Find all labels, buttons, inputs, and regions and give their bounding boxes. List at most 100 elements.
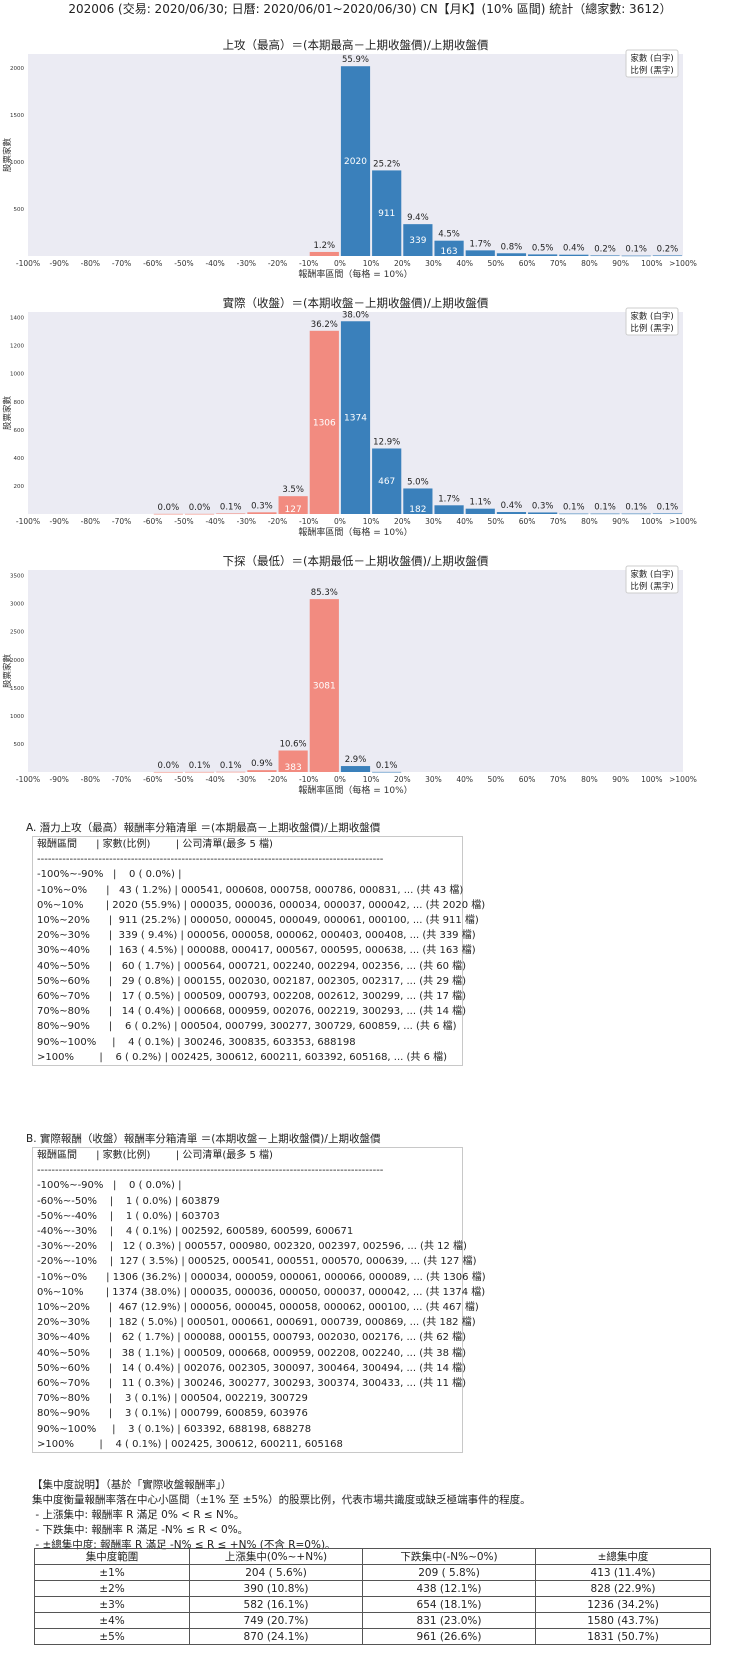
bar-percent-label: 0.0%: [158, 761, 180, 771]
bar-percent-label: 12.9%: [373, 437, 400, 447]
bar-count-label: 163: [440, 247, 457, 257]
x-tick-label: 20%: [394, 775, 411, 784]
y-tick-label: 3000: [10, 602, 24, 608]
concentration-bullet: - 上漲集中: 報酬率 R 滿足 0% < R ≤ N%。: [32, 1509, 245, 1521]
bar-percent-label: 0.1%: [220, 502, 242, 512]
bar: [621, 255, 651, 257]
chart-title: 實際（收盤）＝(本期收盤－上期收盤價)/上期收盤價: [223, 296, 489, 310]
concentration-description: 集中度衡量報酬率落在中心小區間（±1% 至 ±5%）的股票比例，代表市場共識度或…: [32, 1494, 531, 1506]
chart-downside-low: 下探（最低）＝(本期最低－上期收盤價)/上期收盤價 500 1000 1500 2000…: [2, 554, 697, 796]
bar-percent-label: 85.3%: [311, 588, 338, 598]
bar-count-label: 383: [285, 763, 302, 773]
bar-percent-label: 0.5%: [532, 243, 554, 253]
list-item: 70%~80% | 14 ( 0.4%) | 000668, 000959, 0…: [37, 1006, 467, 1018]
bar: [216, 771, 246, 773]
bar: [153, 513, 183, 515]
x-tick-label: 100%: [641, 259, 662, 268]
bar: [652, 255, 682, 257]
x-tick-label: -70%: [112, 517, 131, 526]
concentration-heading: 【集中度說明】（基於「實際收盤報酬率」）: [32, 1479, 232, 1491]
y-tick-label: 200: [14, 484, 25, 490]
list-item: -50%~-40% | 1 ( 0.0%) | 603703: [37, 1210, 220, 1222]
list-item: 50%~60% | 29 ( 0.8%) | 000155, 002030, 0…: [37, 975, 467, 987]
list-item: 80%~90% | 6 ( 0.2%) | 000504, 000799, 30…: [37, 1021, 457, 1033]
legend-count-label: 家數 (白字): [630, 53, 673, 64]
table-cell: 413 (11.4%): [535, 1564, 711, 1581]
bar: [434, 505, 464, 514]
list-item: 90%~100% | 3 ( 0.1%) | 603392, 688198, 6…: [37, 1423, 312, 1435]
bar: [465, 508, 495, 514]
x-tick-label: 100%: [641, 517, 662, 526]
list-item: 30%~40% | 163 ( 4.5%) | 000088, 000417, …: [37, 945, 476, 957]
x-tick-label: >100%: [669, 517, 697, 526]
x-tick-label: -70%: [112, 259, 131, 268]
bar-percent-label: 0.1%: [220, 761, 242, 771]
y-tick-label: 1000: [10, 160, 24, 166]
chart-title: 下探（最低）＝(本期最低－上期收盤價)/上期收盤價: [223, 554, 489, 568]
x-tick-label: 70%: [550, 517, 567, 526]
concentration-table: 集中度範圍 上漲集中(0%~+N%) 下跌集中(-N%~0%) ±總集中度 ±1…: [34, 1548, 711, 1645]
x-tick-label: 60%: [519, 517, 536, 526]
bar-percent-label: 2.9%: [345, 755, 367, 765]
bar-percent-label: 0.1%: [376, 761, 398, 771]
x-tick-label: -90%: [49, 259, 68, 268]
x-tick-label: -90%: [49, 775, 68, 784]
page-title: 202006 (交易: 2020/06/30; 日曆: 2020/06/01~2…: [68, 2, 672, 16]
x-tick-label: -40%: [205, 775, 224, 784]
x-tick-label: 0%: [334, 259, 346, 268]
bar: [340, 321, 371, 514]
x-tick-label: 100%: [641, 775, 662, 784]
list-b-box: 報酬區間 | 家數(比例) | 公司清單(最多 5 檔) ------------…: [32, 1147, 486, 1454]
x-tick-label: 80%: [581, 517, 598, 526]
list-item: 60%~70% | 17 ( 0.5%) | 000509, 000793, 0…: [37, 991, 467, 1003]
table-row: ±1% 204 ( 5.6%) 209 ( 5.8%) 413 (11.4%): [34, 1564, 711, 1581]
list-item: -40%~-30% | 4 ( 0.1%) | 002592, 600589, …: [37, 1226, 354, 1238]
bar: [559, 254, 589, 256]
x-tick-label: -80%: [81, 517, 100, 526]
list-item: -10%~0% | 1306 (36.2%) | 000034, 000059,…: [37, 1271, 486, 1283]
list-item: >100% | 4 ( 0.1%) | 002425, 300612, 6002…: [37, 1438, 343, 1450]
bar-percent-label: 0.1%: [625, 503, 647, 513]
table-cell: 870 (24.1%): [189, 1628, 363, 1645]
bar: [184, 513, 215, 515]
y-tick-label: 400: [14, 456, 25, 462]
table-cell: 1580 (43.7%): [535, 1612, 711, 1629]
plot-area: [28, 570, 683, 772]
bar-percent-label: 10.6%: [280, 740, 307, 750]
bar-count-label: 467: [378, 477, 395, 487]
bar: [247, 512, 277, 514]
list-item: 10%~20% | 911 (25.2%) | 000050, 000045, …: [37, 915, 479, 927]
list-item: 20%~30% | 182 ( 5.0%) | 000501, 000661, …: [37, 1317, 476, 1329]
x-tick-label: 90%: [612, 775, 629, 784]
bar: [372, 448, 402, 514]
y-axis-label: 股票家數: [2, 396, 13, 431]
list-item: 10%~20% | 467 (12.9%) | 000056, 000045, …: [37, 1302, 479, 1314]
bar-percent-label: 0.1%: [657, 502, 679, 512]
x-tick-label: 90%: [612, 517, 629, 526]
table-cell: 390 (10.8%): [189, 1580, 363, 1597]
bar: [309, 251, 339, 256]
header-cell: ±總集中度: [535, 1548, 711, 1565]
y-axis-label: 股票家數: [2, 138, 13, 173]
bar: [309, 330, 339, 514]
legend: 家數 (白字)比例 (黑字): [625, 565, 679, 594]
x-tick-label: 20%: [394, 517, 411, 526]
table-cell: 582 (16.1%): [189, 1596, 363, 1613]
bar-percent-label: 0.4%: [501, 501, 523, 511]
list-item: 0%~10% | 1374 (38.0%) | 000035, 000036, …: [37, 1286, 486, 1298]
x-tick-label: -60%: [143, 517, 162, 526]
concentration-notes: 【集中度說明】（基於「實際收盤報酬率」） 集中度衡量報酬率落在中心小區間（±1%…: [32, 1478, 732, 1553]
x-tick-label: -30%: [237, 517, 256, 526]
table-header-row: 集中度範圍 上漲集中(0%~+N%) 下跌集中(-N%~0%) ±總集中度: [34, 1548, 711, 1565]
bar-percent-label: 0.1%: [625, 245, 647, 255]
chart-actual-close: 實際（收盤）＝(本期收盤－上期收盤價)/上期收盤價 200 400 600 800 100…: [2, 296, 697, 538]
x-axis-label: 報酬率區間（每格 = 10%）: [298, 784, 412, 796]
bar: [278, 496, 308, 514]
x-tick-label: 50%: [488, 259, 505, 268]
x-tick-label: -40%: [205, 517, 224, 526]
bar-percent-label: 1.7%: [438, 494, 460, 504]
x-tick-label: -30%: [237, 775, 256, 784]
legend: 家數 (白字)比例 (黑字): [625, 49, 679, 78]
bar: [465, 250, 495, 256]
legend-box: [625, 49, 679, 78]
